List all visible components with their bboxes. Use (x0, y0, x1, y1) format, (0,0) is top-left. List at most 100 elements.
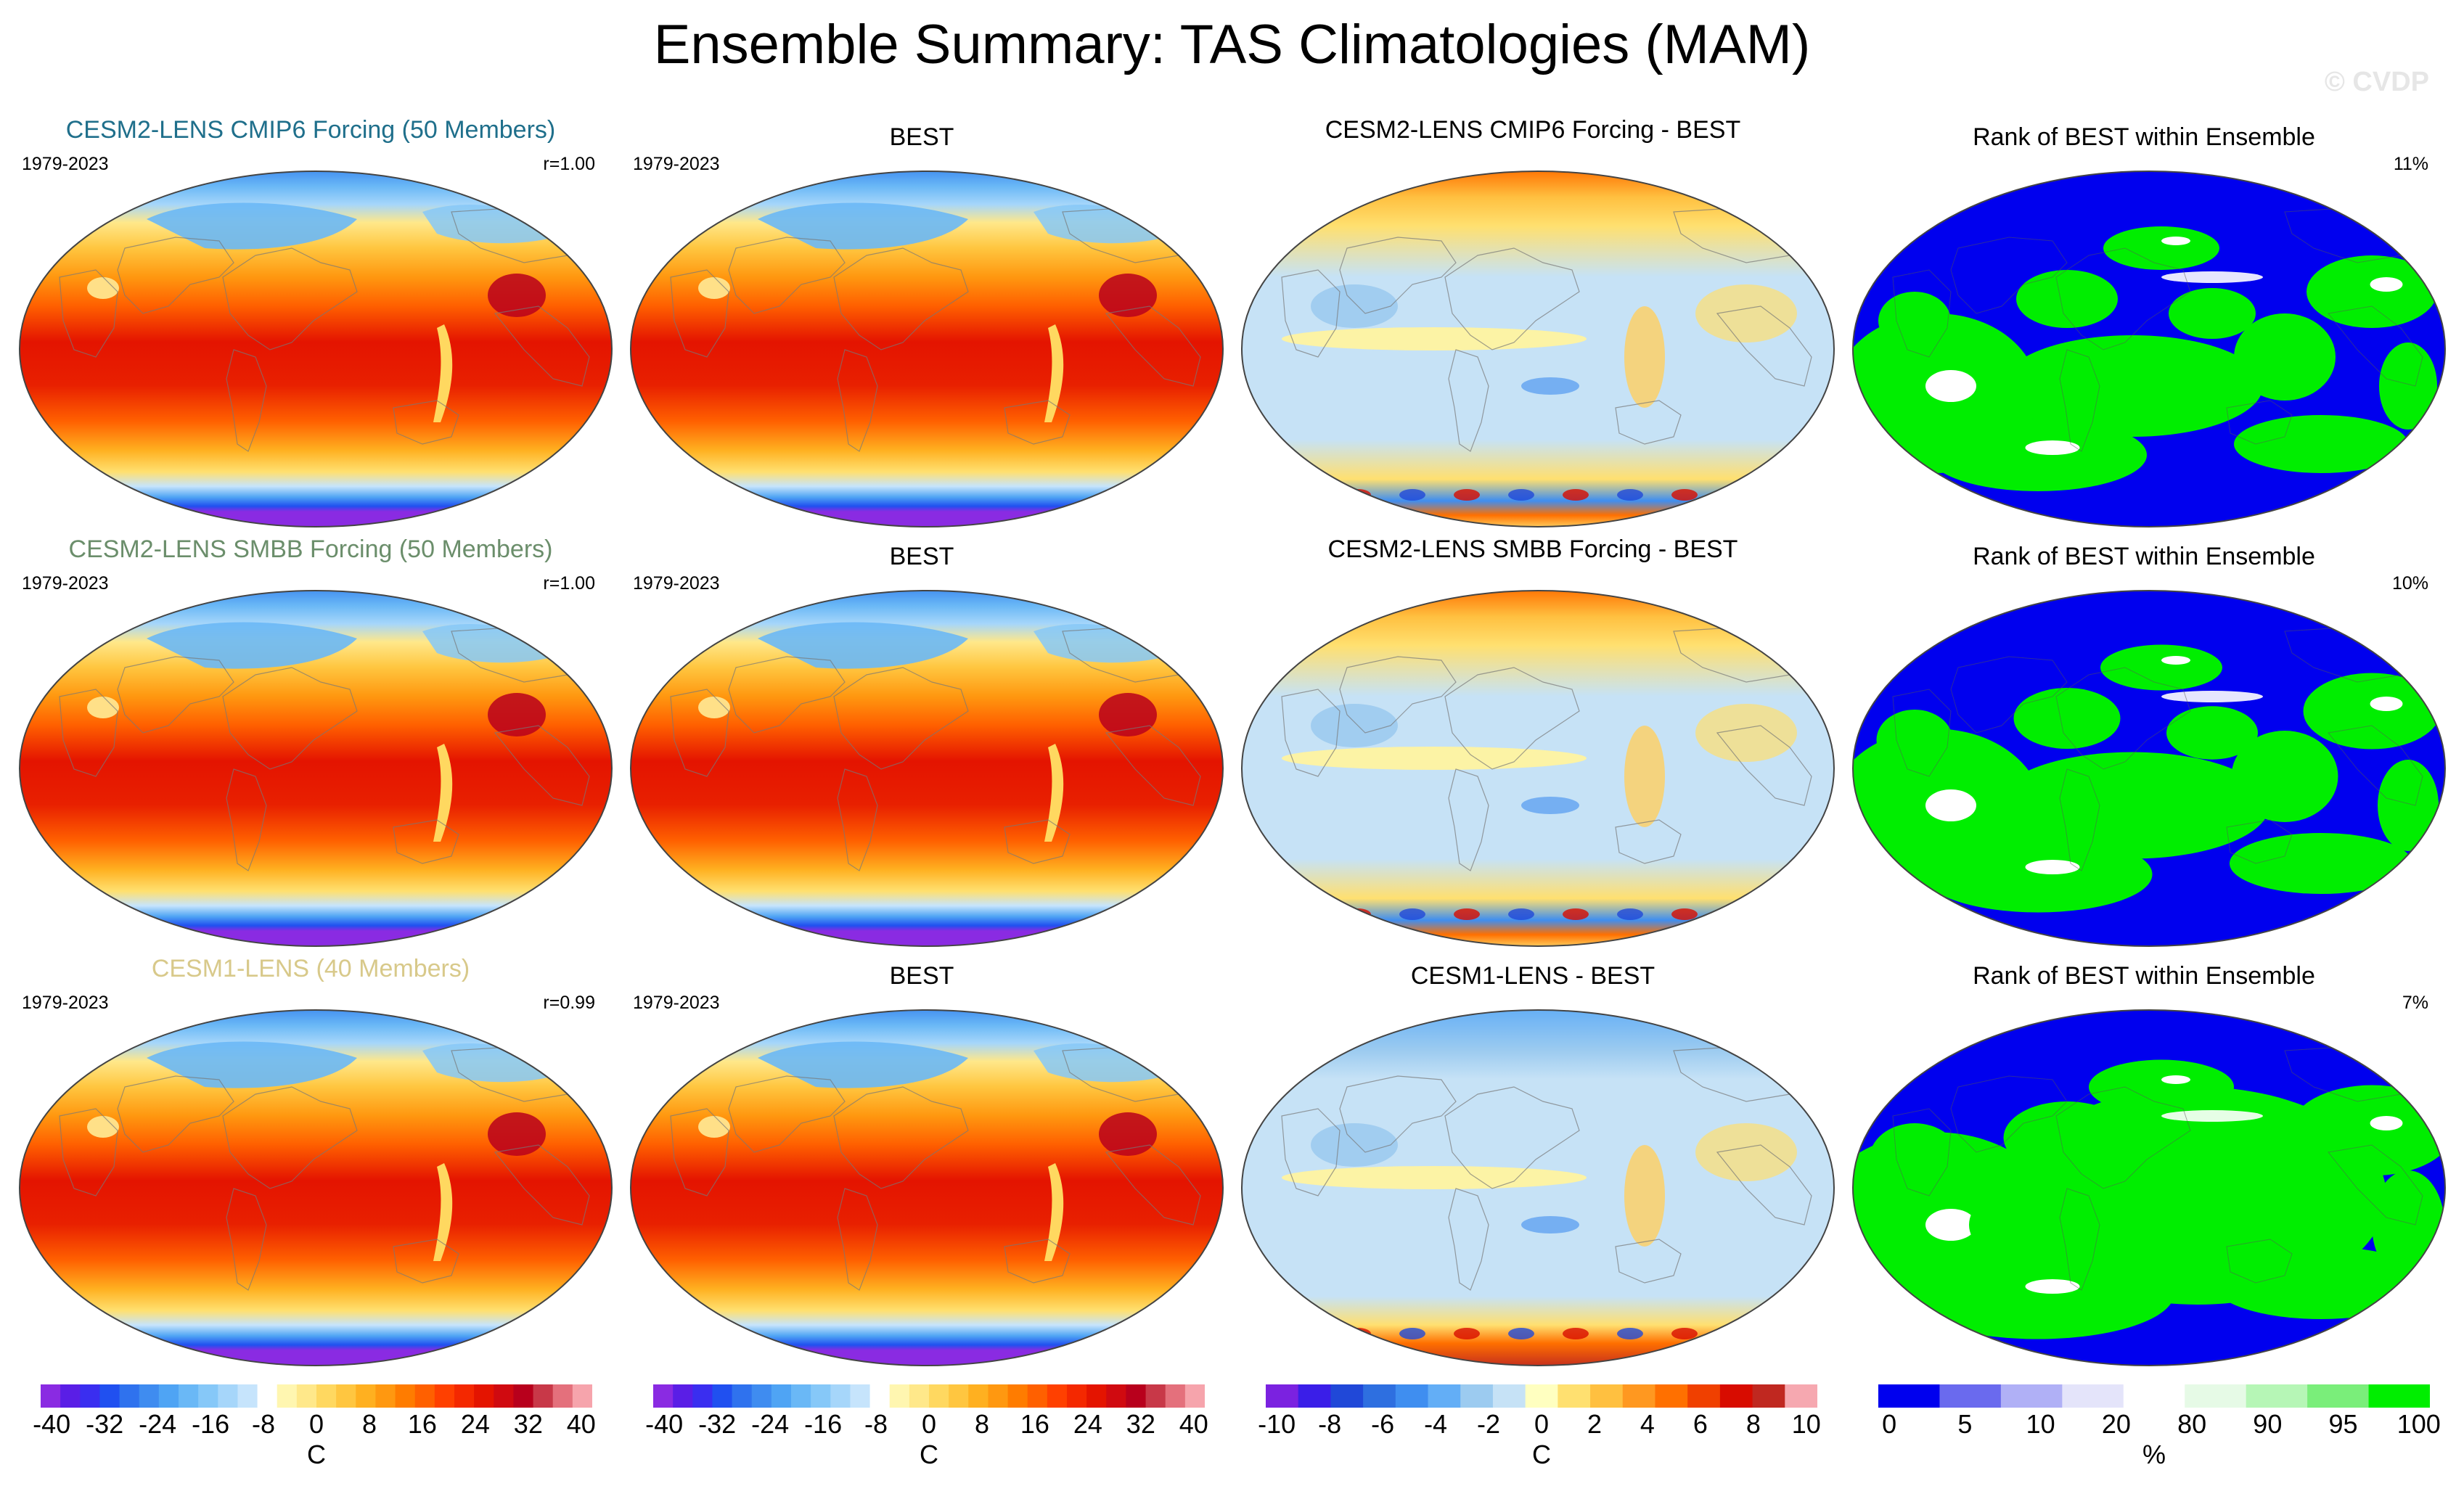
colorbar-swatch (1655, 1384, 1688, 1408)
warm-band (1282, 747, 1587, 770)
colorbar-swatch (414, 1384, 435, 1408)
southern-ocean-anomaly (1617, 1328, 1643, 1339)
colorbar-tick-label: -6 (1371, 1409, 1395, 1439)
colorbar-swatch (2307, 1384, 2370, 1408)
rank-high-region (1876, 710, 1953, 771)
coastline (1716, 1144, 1812, 1226)
map-border (1852, 590, 2446, 947)
colorbar-tick-label: 0 (1534, 1409, 1550, 1439)
rank-high-region (1929, 419, 2147, 491)
andes-cool-region (1044, 1163, 1064, 1261)
rank-map (1852, 171, 2446, 528)
climatology-map (19, 1009, 613, 1366)
southern-ocean-anomaly (1671, 1328, 1698, 1339)
coastline (494, 725, 590, 806)
colorbar-swatch (1067, 1384, 1087, 1408)
colorbar-swatch (869, 1384, 891, 1408)
panel-title: BEST (889, 962, 954, 990)
colorbar-swatch (1460, 1384, 1494, 1408)
panel-obs-1: BEST 1979-2023 (617, 116, 1227, 530)
colorbar-swatch (2123, 1384, 2185, 1408)
colorbar-swatch (1298, 1384, 1331, 1408)
colorbar-swatch (2246, 1384, 2308, 1408)
colorbar-tick-label: -16 (804, 1409, 843, 1439)
rank-mid-region (2025, 440, 2080, 455)
cvdp-watermark: © CVDP (2324, 67, 2429, 97)
colorbar-tick-label: 90 (2253, 1409, 2283, 1439)
colorbar-swatch (257, 1384, 278, 1408)
andes-cool-region (1044, 324, 1064, 422)
arctic-cold-region (758, 1041, 968, 1088)
coastline (59, 269, 118, 358)
colorbar-swatch (1086, 1384, 1107, 1408)
coastline (117, 656, 234, 734)
coastline (1448, 1188, 1489, 1291)
colorbar-swatch (434, 1384, 455, 1408)
panel-rank-1: Rank of BEST within Ensemble 11% (1839, 116, 2449, 530)
colorbar-swatch (1428, 1384, 1461, 1408)
colorbar-swatch (356, 1384, 376, 1408)
hot-desert-region (1099, 1112, 1157, 1156)
colorbar-swatch (80, 1384, 100, 1408)
coastline (1105, 305, 1201, 387)
colorbar-swatch (237, 1384, 258, 1408)
colorbar-swatch (158, 1384, 179, 1408)
coastline (2328, 725, 2423, 806)
coastline (1281, 1108, 1341, 1196)
colorbar-swatch (119, 1384, 140, 1408)
colorbar-tick-label: -4 (1424, 1409, 1448, 1439)
map-border (630, 171, 1224, 528)
coastline (1950, 656, 2068, 734)
panel-obs-3: BEST 1979-2023 (617, 955, 1227, 1368)
colorbar-tick-label: -8 (1318, 1409, 1342, 1439)
rank-mid-region (2161, 1110, 2263, 1122)
correlation-label: r=1.00 (543, 573, 595, 594)
colorbar-tick-label: -8 (252, 1409, 276, 1439)
coastline (1281, 689, 1341, 777)
colorbar-swatch (949, 1384, 969, 1408)
colorbar-tick-label: 2 (1587, 1409, 1602, 1439)
colorbar-swatch (1752, 1384, 1785, 1408)
southern-ocean-anomaly (1290, 908, 1317, 920)
colorbar-swatches (653, 1384, 1205, 1408)
colorbar-tick-label: -32 (698, 1409, 737, 1439)
colorbar-unit: C (1532, 1440, 1551, 1469)
colorbar-swatch (60, 1384, 81, 1408)
colorbar-swatch (2000, 1384, 2063, 1408)
colorbar-tick-label: 8 (974, 1409, 989, 1439)
southern-ocean-anomaly (1508, 489, 1534, 501)
colorbar-tick-label: 8 (1745, 1409, 1761, 1439)
rank-mid-region (2161, 1075, 2190, 1084)
coastline (226, 768, 267, 871)
colorbar-tick-label: 0 (308, 1409, 324, 1439)
panel-title: CESM2-LENS SMBB Forcing - BEST (1327, 535, 1738, 563)
southern-ocean-anomaly (1290, 1328, 1317, 1339)
colorbar-tick-label: 5 (1957, 1409, 1973, 1439)
colorbar-unit: C (920, 1440, 938, 1469)
climatology-map (630, 171, 1224, 528)
colorbar-swatch (1330, 1384, 1364, 1408)
map-border (19, 171, 613, 528)
colorbar-swatch (1395, 1384, 1429, 1408)
colorbar-tick-label: -2 (1477, 1409, 1501, 1439)
map-border (630, 1009, 1224, 1366)
warm-anomaly (1624, 726, 1665, 827)
rank-mid-region (1925, 370, 1976, 402)
coastline (1339, 237, 1457, 314)
warm-anomaly (1624, 1145, 1665, 1247)
coastline (393, 819, 459, 864)
colorbar-swatch (1027, 1384, 1048, 1408)
years-label: 1979-2023 (22, 154, 109, 174)
southern-ocean-anomaly (1563, 1328, 1589, 1339)
rank-high-region (2013, 688, 2121, 749)
colorbar-tick-label: 16 (407, 1409, 437, 1439)
coastline (1444, 247, 1580, 350)
arctic-cold-region (147, 202, 357, 250)
coastline (2328, 1144, 2423, 1226)
colorbar-climatology-2: C -40 -32 -24 -16 -8 0 8 16 24 32 40 (645, 1384, 1208, 1471)
coastline (1950, 1075, 2068, 1153)
hot-desert-region (1099, 693, 1157, 736)
coastline (1448, 349, 1489, 452)
coastline (2059, 349, 2100, 452)
climatology-map (19, 171, 613, 528)
